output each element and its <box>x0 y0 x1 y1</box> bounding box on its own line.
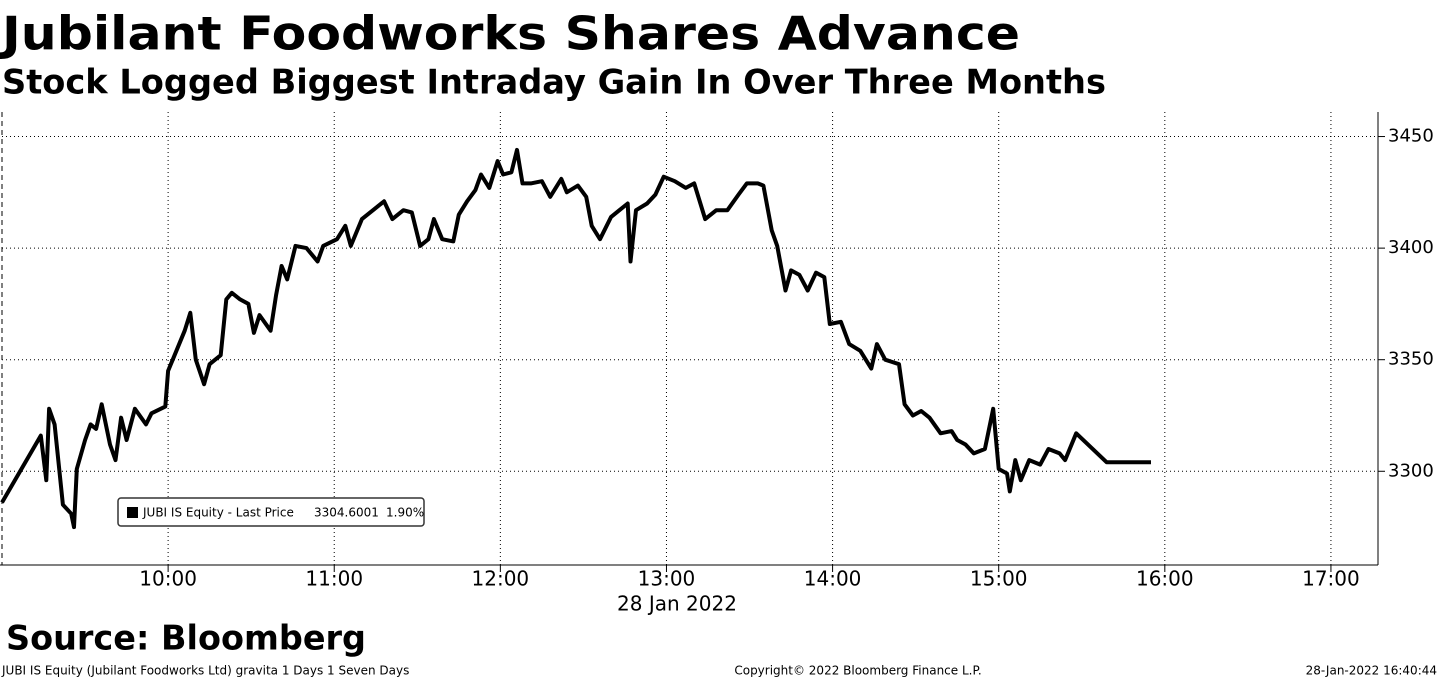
legend-change: 1.90% <box>386 506 424 520</box>
legend-last-price: 3304.6001 <box>314 506 379 520</box>
y-tick-label: 3450 <box>1388 126 1434 147</box>
legend-swatch <box>127 507 138 518</box>
source: Source: Bloomberg <box>6 619 366 659</box>
legend-box <box>117 497 425 527</box>
legend-label: JUBI IS Equity - Last Price <box>142 506 294 520</box>
footer-left: JUBI IS Equity (Jubilant Foodworks Ltd) … <box>1 664 409 678</box>
x-tick-label: 14:00 <box>804 567 862 591</box>
x-tick-label: 16:00 <box>1136 567 1194 591</box>
price-line <box>0 147 1151 530</box>
x-axis-label: 28 Jan 2022 <box>617 592 737 616</box>
y-tick-label: 3300 <box>1388 460 1434 481</box>
footer-right: 28-Jan-2022 16:40:44 <box>1306 664 1437 678</box>
x-tick-label: 12:00 <box>472 567 530 591</box>
chart-subtitle: Stock Logged Biggest Intraday Gain In Ov… <box>2 63 1106 103</box>
legend: JUBI IS Equity - Last Price 3304.6001 1.… <box>117 497 425 527</box>
x-tick-label: 11:00 <box>305 567 363 591</box>
x-tick-label: 15:00 <box>970 567 1028 591</box>
x-tick-label: 13:00 <box>638 567 696 591</box>
y-tick-label: 3400 <box>1388 237 1434 258</box>
x-tick-label: 10:00 <box>139 567 197 591</box>
y-tick-label: 3350 <box>1388 349 1434 370</box>
footer-center: Copyright© 2022 Bloomberg Finance L.P. <box>734 664 981 678</box>
x-tick-label: 17:00 <box>1302 567 1360 591</box>
chart-title: Jubilant Foodworks Shares Advance <box>0 7 1020 61</box>
